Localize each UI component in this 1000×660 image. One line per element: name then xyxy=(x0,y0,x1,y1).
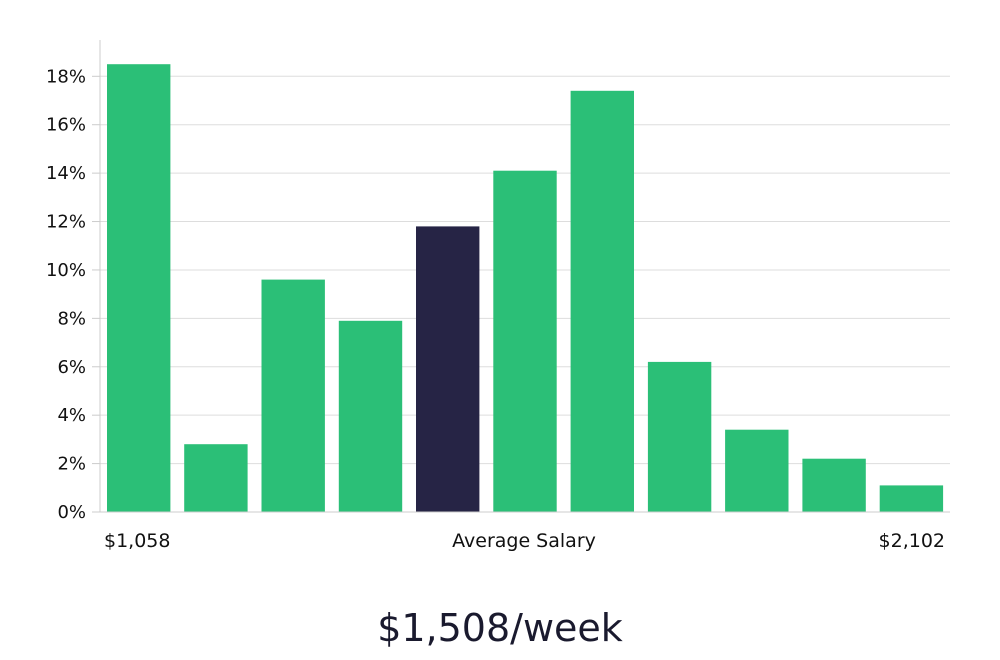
y-tick-label: 8% xyxy=(57,308,86,329)
salary-histogram: 0% 2% 4% 6% 8% 10% 12% 14% 16% 18% $1,058 Average… xyxy=(46,40,950,552)
y-tick-label: 16% xyxy=(46,115,86,136)
x-label-min: $1,058 xyxy=(104,530,170,552)
histogram-bar xyxy=(647,361,712,512)
histogram-bar xyxy=(338,320,403,512)
histogram-bar xyxy=(570,90,634,513)
histogram-bar xyxy=(184,444,248,512)
y-tick-label: 4% xyxy=(57,405,86,426)
histogram-bar xyxy=(879,485,944,512)
y-tick-label: 12% xyxy=(46,212,86,233)
average-salary-value: $1,508/week xyxy=(377,606,623,650)
histogram-bar xyxy=(107,64,171,512)
y-tick-label: 2% xyxy=(57,454,86,475)
y-axis-ticks: 0% 2% 4% 6% 8% 10% 12% 14% 16% 18% xyxy=(46,66,100,523)
y-tick-label: 6% xyxy=(57,357,86,378)
histogram-bar xyxy=(493,170,557,512)
histogram-bars xyxy=(107,64,944,513)
x-label-max: $2,102 xyxy=(879,530,945,552)
x-label-average: Average Salary xyxy=(452,530,596,552)
y-tick-label: 0% xyxy=(57,502,86,523)
histogram-bar xyxy=(725,429,789,512)
y-tick-label: 10% xyxy=(46,260,86,281)
y-tick-label: 18% xyxy=(46,66,86,87)
histogram-bar-average xyxy=(416,226,480,512)
histogram-bar xyxy=(802,458,866,512)
y-tick-label: 14% xyxy=(46,163,86,184)
histogram-bar xyxy=(261,279,325,512)
